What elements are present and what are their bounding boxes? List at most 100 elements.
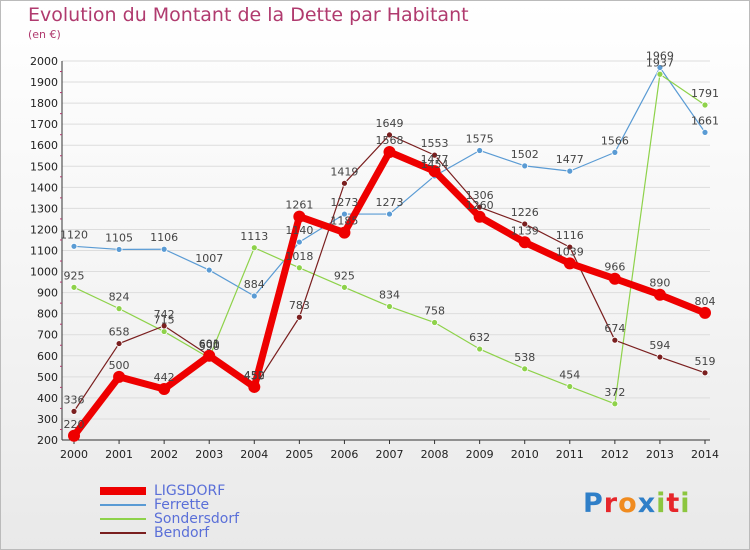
data-point — [158, 383, 171, 396]
data-label: 1568 — [376, 134, 404, 147]
legend-swatch — [100, 518, 146, 520]
data-label: 450 — [244, 369, 265, 382]
data-point — [386, 131, 393, 139]
data-label: 1575 — [466, 132, 494, 145]
data-point — [115, 305, 123, 313]
data-label: 336 — [64, 393, 85, 406]
brand-logo: Proxiti — [583, 488, 691, 519]
data-label: 590 — [199, 340, 220, 353]
data-point — [115, 246, 123, 253]
y-tick-label: 1300 — [30, 202, 58, 215]
y-tick-label: 800 — [37, 308, 58, 321]
brand-letter: i — [680, 488, 691, 519]
y-tick-label: 300 — [37, 413, 58, 426]
data-label: 220 — [64, 418, 85, 431]
data-point — [473, 210, 486, 223]
y-axis-ticks: 200 300 400 500 600 700 800 900 1000 1100 1200 1300… — [30, 55, 62, 447]
series-layer — [68, 64, 711, 442]
data-label: 1185 — [330, 215, 358, 228]
brand-letter: r — [603, 488, 619, 519]
x-tick-label: 2011 — [556, 448, 584, 461]
data-label: 1226 — [511, 206, 539, 219]
x-tick-label: 2010 — [511, 448, 539, 461]
data-label: 742 — [154, 308, 175, 321]
data-point — [250, 292, 258, 300]
data-label: 1477 — [556, 153, 584, 166]
x-tick-label: 2006 — [330, 448, 358, 461]
y-tick-label: 200 — [37, 434, 58, 447]
data-point — [476, 147, 484, 154]
legend-item-sondersdorf: Sondersdorf — [100, 511, 239, 527]
data-point — [383, 145, 396, 158]
data-point — [386, 303, 393, 310]
x-tick-label: 2001 — [105, 448, 133, 461]
data-label: 538 — [514, 351, 535, 364]
data-point — [608, 272, 621, 285]
legend-swatch — [100, 504, 146, 506]
data-point — [656, 353, 664, 361]
data-label: 1969 — [646, 50, 674, 63]
data-label: 632 — [469, 331, 490, 344]
data-labels: 1120 1105 1106 1007 884 1140 1273 1273 1454 1575 1… — [60, 50, 719, 431]
data-point — [611, 336, 619, 344]
data-point — [476, 203, 484, 211]
x-tick-label: 2014 — [691, 448, 719, 461]
legend-swatch — [100, 487, 146, 495]
data-point — [295, 264, 303, 272]
y-tick-label: 1200 — [30, 223, 58, 236]
data-point — [428, 165, 441, 178]
data-label: 1454 — [421, 158, 449, 171]
data-point — [338, 226, 351, 239]
data-label: 600 — [199, 338, 220, 351]
data-label: 758 — [424, 305, 445, 318]
data-point — [70, 407, 78, 415]
data-point — [566, 243, 574, 251]
data-label: 1018 — [285, 250, 313, 263]
data-point — [701, 369, 709, 377]
data-point — [295, 238, 303, 246]
y-tick-label: 1400 — [30, 181, 58, 194]
data-label: 925 — [64, 269, 85, 282]
brand-letter: i — [656, 488, 667, 519]
y-tick-label: 1000 — [30, 266, 58, 279]
data-label: 442 — [154, 371, 175, 384]
brand-letter: x — [637, 488, 657, 519]
chart-title: Evolution du Montant de la Dette par Hab… — [28, 4, 469, 26]
data-label: 1649 — [376, 117, 404, 130]
data-label: 966 — [604, 261, 625, 274]
data-point — [431, 151, 438, 159]
legend-label: Ferrette — [154, 497, 210, 513]
data-point — [341, 179, 348, 187]
data-point — [68, 429, 80, 442]
data-label: 500 — [109, 359, 130, 372]
data-point — [566, 167, 574, 175]
data-point — [476, 345, 484, 353]
x-tick-label: 2002 — [150, 448, 178, 461]
data-point — [701, 128, 709, 136]
y-tick-label: 500 — [37, 371, 58, 384]
legend-item-ligsdorf: LIGSDORF — [100, 483, 239, 499]
data-label: 1116 — [556, 229, 584, 242]
x-tick-label: 2008 — [421, 448, 449, 461]
data-label: 1261 — [285, 199, 313, 212]
data-label: 1140 — [285, 224, 313, 237]
y-tick-label: 1700 — [30, 118, 58, 131]
data-point — [521, 220, 529, 228]
data-label: 1039 — [556, 245, 584, 258]
data-label: 1502 — [511, 148, 539, 161]
x-axis-ticks: 2000 2001 2002 2003 2004 2005 2006 2007 2008 2009… — [60, 440, 719, 461]
data-point — [115, 340, 123, 347]
data-point — [611, 400, 619, 408]
x-tick-label: 2004 — [240, 448, 268, 461]
y-tick-label: 1100 — [30, 245, 58, 258]
data-label: 1007 — [195, 252, 223, 265]
data-label: 658 — [109, 326, 130, 339]
x-tick-label: 2000 — [60, 448, 88, 461]
data-point — [521, 365, 529, 373]
data-label: 834 — [379, 289, 400, 302]
x-tick-label: 2005 — [285, 448, 313, 461]
legend-swatch — [100, 532, 146, 534]
data-point — [160, 322, 168, 330]
y-tick-label: 1800 — [30, 97, 58, 110]
